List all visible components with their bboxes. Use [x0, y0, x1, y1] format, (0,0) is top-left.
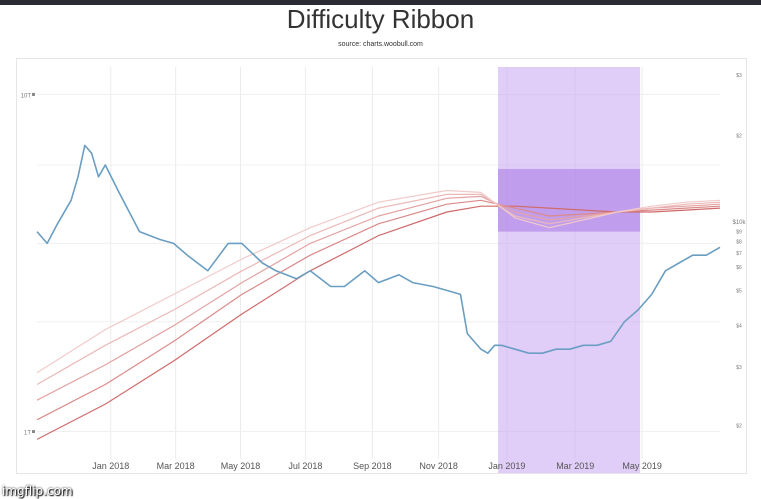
y-right-tick-label: $3: [736, 73, 742, 79]
y-right-tick-label: $2: [736, 424, 742, 430]
chart-title: Difficulty Ribbon: [286, 4, 475, 34]
imgflip-watermark: imgflip.com: [2, 484, 73, 498]
highlight-band: [498, 67, 641, 473]
chart-panel: Jan 2018 Mar 2018 May 2018 Jul 2018 Sep 2018…: [16, 58, 747, 474]
y-right-tick-label: $5: [736, 288, 742, 294]
x-tick-label: Sep 2018: [353, 461, 392, 471]
price-series-line: [36, 144, 721, 355]
ribbon-series-line: [36, 205, 721, 440]
difficulty-ribbon-chart: Jan 2018 Mar 2018 May 2018 Jul 2018 Sep 2018…: [21, 67, 746, 473]
x-tick-label: Jan 2018: [92, 461, 129, 471]
x-tick-label: Jan 2019: [488, 461, 525, 471]
y-right-tick-label: $7: [736, 251, 742, 257]
y-right-tick-label: $9: [736, 230, 742, 236]
y-left-tick-label: 10T: [21, 93, 32, 99]
x-tick-label: Nov 2018: [419, 461, 458, 471]
ribbon-series-line: [36, 189, 721, 374]
ribbon-series-line: [36, 193, 721, 386]
y-left-tick-marker: [32, 92, 35, 96]
x-tick-label: Jul 2018: [288, 461, 322, 471]
x-tick-label: Mar 2019: [556, 461, 594, 471]
y-right-tick-label: $4: [736, 324, 742, 330]
y-right-tick-label: $10k: [732, 220, 746, 226]
highlight-box: [498, 168, 641, 232]
x-tick-label: May 2018: [221, 461, 261, 471]
y-right-tick-label: $3: [736, 365, 742, 371]
x-tick-label: May 2019: [622, 461, 662, 471]
y-left-tick-marker: [32, 430, 35, 434]
top-bar: [0, 0, 761, 5]
y-right-tick-label: $8: [736, 239, 742, 245]
y-left-tick-label: 1T: [24, 431, 31, 437]
chart-subtitle: source: charts.woobull.com: [338, 41, 423, 48]
y-right-tick-label: $2: [736, 134, 742, 140]
y-right-tick-label: $6: [736, 265, 742, 271]
ribbon-series-line: [36, 199, 721, 421]
x-tick-label: Mar 2018: [157, 461, 195, 471]
